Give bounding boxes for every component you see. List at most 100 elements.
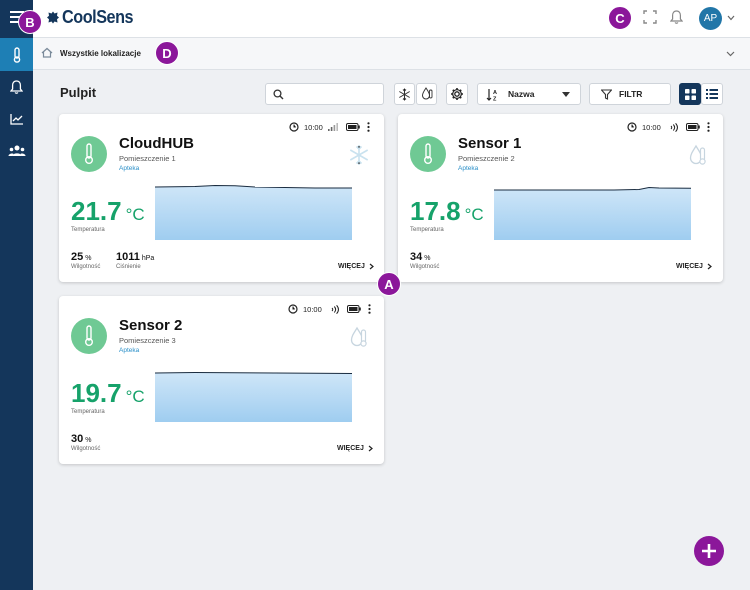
sensor-card[interactable]: CloudHUB Pomieszczenie 1 Apteka 10:00 21… — [59, 114, 384, 282]
thermo-humidity-icon — [689, 144, 706, 165]
humidity-reading: 34% — [410, 251, 430, 263]
temperature-reading: 21.7 °C — [71, 196, 145, 227]
more-vertical-icon[interactable] — [367, 122, 370, 132]
signal-bars-icon — [327, 123, 338, 131]
clock-icon — [288, 304, 298, 314]
sensor-name: Sensor 2 — [119, 317, 183, 334]
wireless-icon — [331, 304, 339, 314]
wireless-icon — [670, 122, 678, 132]
sidebar-item-alerts[interactable] — [0, 70, 33, 103]
sensor-icon-circle — [71, 136, 107, 172]
pressure-unit: hPa — [141, 255, 155, 262]
gear-icon — [451, 88, 463, 100]
list-view-button[interactable] — [701, 83, 723, 105]
annotation-badge-b: B — [18, 10, 42, 34]
sensor-card[interactable]: Sensor 1 Pomieszczenie 2 Apteka 10:00 17… — [398, 114, 723, 282]
more-link[interactable]: WIĘCEJ — [676, 263, 712, 270]
temperature-label: Temperatura — [71, 409, 105, 415]
account-menu-toggle[interactable] — [727, 15, 735, 21]
humidity-value: 30 — [71, 433, 84, 445]
battery-icon — [346, 305, 361, 313]
temperature-chart — [155, 184, 352, 240]
more-label: WIĘCEJ — [338, 263, 365, 270]
fullscreen-button[interactable] — [643, 10, 657, 24]
location-selector[interactable]: Wszystkie lokalizacje — [33, 38, 750, 70]
grid-view-icon — [684, 88, 696, 100]
settings-button[interactable] — [446, 83, 468, 105]
humidity-label: Wilgotność — [71, 446, 101, 452]
svg-text:Z: Z — [493, 96, 497, 101]
sensor-name: Sensor 1 — [458, 135, 522, 152]
humidity-unit: % — [85, 255, 92, 262]
sensor-tag[interactable]: Apteka — [119, 347, 140, 354]
temperature-unit: °C — [125, 205, 145, 224]
more-vertical-icon[interactable] — [368, 304, 371, 314]
temperature-value: 21.7 — [71, 196, 122, 226]
temperature-unit: °C — [125, 387, 145, 406]
fullscreen-icon — [643, 10, 657, 24]
search-input[interactable] — [288, 87, 378, 101]
thermometer-icon — [13, 46, 20, 63]
temperature-chart — [494, 186, 692, 240]
chart-line-icon — [9, 113, 23, 125]
svg-text:A: A — [493, 90, 497, 96]
list-view-icon — [706, 89, 718, 99]
sensor-tag[interactable]: Apteka — [458, 165, 479, 172]
temperature-label: Temperatura — [71, 227, 105, 233]
humidity-label: Wilgotność — [71, 264, 101, 270]
annotation-badge-a: A — [377, 272, 401, 296]
grid-view-button[interactable] — [679, 83, 701, 105]
humidity-filter-button[interactable] — [416, 83, 437, 105]
sort-az-icon: AZ — [486, 88, 497, 101]
sensor-room: Pomieszczenie 3 — [119, 336, 176, 345]
pressure-label: Ciśnienie — [116, 264, 141, 270]
bell-icon — [670, 10, 683, 24]
sensor-status: 10:00 — [289, 122, 370, 132]
clock-icon — [289, 122, 299, 132]
temperature-value: 19.7 — [71, 378, 122, 408]
temperature-reading: 19.7 °C — [71, 378, 145, 409]
more-label: WIĘCEJ — [337, 445, 364, 452]
caret-down-icon — [562, 92, 570, 97]
chevron-down-icon — [726, 51, 735, 57]
more-vertical-icon[interactable] — [707, 122, 710, 132]
sort-selected-label: Nazwa — [508, 89, 535, 99]
pressure-reading: 1011 hPa — [116, 251, 154, 263]
battery-icon — [345, 123, 360, 131]
last-update-time: 10:00 — [303, 304, 322, 314]
snowflake-filter-button[interactable] — [394, 83, 415, 105]
sidebar-item-sensors[interactable] — [0, 38, 33, 71]
more-label: WIĘCEJ — [676, 263, 703, 270]
sensor-icon-circle — [410, 136, 446, 172]
add-sensor-button[interactable] — [694, 536, 724, 566]
humidity-reading: 25% — [71, 251, 91, 263]
temperature-value: 17.8 — [410, 196, 461, 226]
sidebar-item-reports[interactable] — [0, 102, 33, 135]
menu-button[interactable] — [0, 0, 33, 33]
chevron-right-icon — [707, 263, 712, 270]
sensor-card[interactable]: Sensor 2 Pomieszczenie 3 Apteka 10:00 19… — [59, 296, 384, 464]
avatar[interactable]: AP — [699, 7, 722, 30]
snowflake-icon — [349, 145, 369, 165]
snowflake-icon — [399, 88, 410, 100]
filter-button[interactable]: FILTR — [589, 83, 671, 105]
notifications-button[interactable] — [670, 10, 683, 24]
humidity-value: 25 — [71, 251, 84, 263]
sensor-status: 10:00 — [288, 304, 371, 314]
chevron-down-icon — [727, 15, 735, 21]
sensor-status: 10:00 — [627, 122, 710, 132]
app-logo[interactable]: CoolSens — [47, 7, 141, 28]
logo-text: CoolSens — [62, 7, 134, 27]
clock-icon — [627, 122, 637, 132]
sidebar-item-users[interactable] — [0, 134, 33, 167]
sensor-tag[interactable]: Apteka — [119, 165, 140, 172]
thermo-humidity-icon — [350, 326, 367, 347]
last-update-time: 10:00 — [642, 122, 661, 132]
top-bar: CoolSens AP — [33, 0, 750, 38]
more-link[interactable]: WIĘCEJ — [338, 263, 374, 270]
humidity-unit: % — [85, 437, 92, 444]
temperature-unit: °C — [464, 205, 484, 224]
more-link[interactable]: WIĘCEJ — [337, 445, 373, 452]
sensor-icon-circle — [71, 318, 107, 354]
